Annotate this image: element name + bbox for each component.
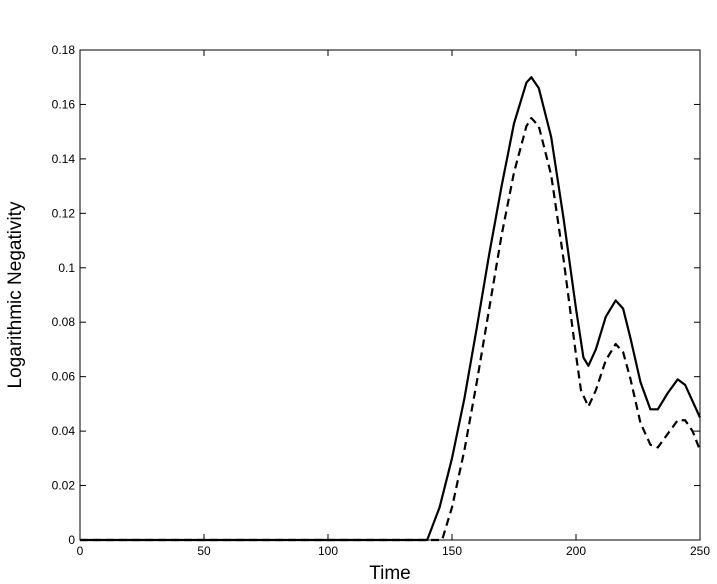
x-tick-label: 100 bbox=[318, 544, 338, 558]
y-axis-label: Logarithmic Negativity bbox=[5, 201, 26, 388]
y-tick-label: 0.02 bbox=[52, 479, 76, 493]
data-line bbox=[80, 76, 702, 542]
y-tick-label: 0.06 bbox=[52, 370, 76, 384]
y-tick-label: 0.12 bbox=[52, 206, 76, 220]
y-tick-label: 0.04 bbox=[52, 424, 76, 438]
data-line bbox=[80, 116, 702, 542]
x-tick-label: 250 bbox=[690, 544, 710, 558]
y-tick-label: 0.14 bbox=[52, 152, 76, 166]
y-tick-label: 0.18 bbox=[52, 43, 76, 57]
x-tick-label: 150 bbox=[442, 544, 462, 558]
y-tick-label: 0 bbox=[68, 533, 75, 547]
plot-frame bbox=[79, 49, 701, 541]
x-tick-label: 50 bbox=[197, 544, 211, 558]
x-tick-label: 0 bbox=[77, 544, 84, 558]
x-axis-label: Time bbox=[369, 563, 411, 584]
x-tick-label: 200 bbox=[566, 544, 586, 558]
y-tick-label: 0.16 bbox=[52, 97, 76, 111]
y-tick-label: 0.08 bbox=[52, 315, 76, 329]
y-tick-label: 0.1 bbox=[58, 261, 75, 275]
